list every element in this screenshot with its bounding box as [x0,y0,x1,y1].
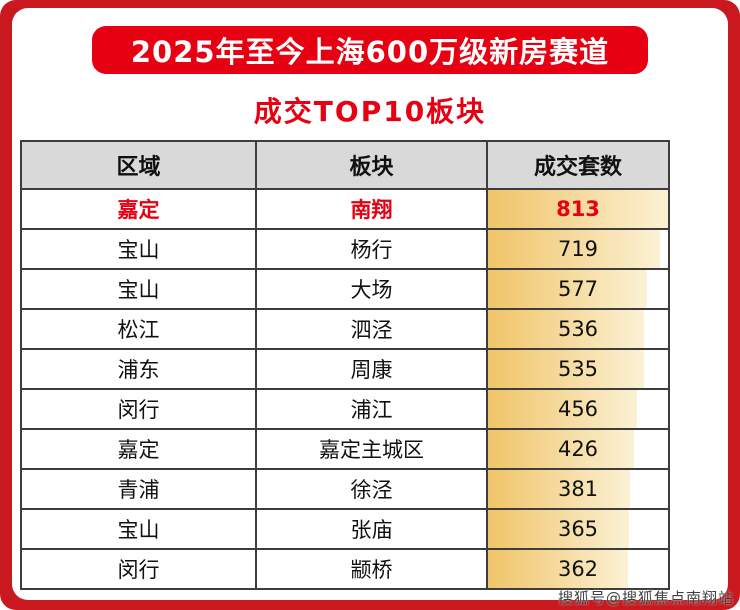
top10-table: 区域 板块 成交套数 嘉定 南翔 813 宝山 杨行 719 宝山 大场 577 松江 泗泾 536 浦… [20,140,670,590]
count-cell: 719 [486,228,670,270]
subtitle: 成交TOP10板块 [253,95,487,128]
col-header-count: 成交套数 [486,140,670,190]
count-cell: 536 [486,308,670,350]
table-row: 宝山 杨行 719 [20,228,670,270]
table-row: 松江 泗泾 536 [20,308,670,350]
sector-cell: 泗泾 [255,308,488,350]
region-cell: 青浦 [20,468,257,510]
count-cell: 381 [486,468,670,510]
value-bar [489,391,637,427]
sector-cell: 杨行 [255,228,488,270]
value-bar [489,551,629,587]
sector-cell: 徐泾 [255,468,488,510]
table-row: 嘉定 南翔 813 [20,188,670,230]
region-cell: 宝山 [20,268,257,310]
count-value: 381 [557,477,599,501]
sector-cell: 周康 [255,348,488,390]
table-row: 青浦 徐泾 381 [20,468,670,510]
table-row: 宝山 大场 577 [20,268,670,310]
count-cell: 535 [486,348,670,390]
sector-cell: 南翔 [255,188,488,230]
sector-cell: 大场 [255,268,488,310]
watermark: 搜狐号@搜狐焦点南翔站 [557,589,734,607]
count-value: 813 [556,197,600,221]
value-bar [489,311,644,347]
table-row: 闵行 颛桥 362 [20,548,670,590]
count-value: 536 [557,317,599,341]
value-bar [489,351,644,387]
sector-cell: 嘉定主城区 [255,428,488,470]
value-bar [489,191,667,227]
region-cell: 宝山 [20,508,257,550]
count-value: 362 [557,557,599,581]
table-row: 嘉定 嘉定主城区 426 [20,428,670,470]
value-bar [489,231,660,267]
count-cell: 362 [486,548,670,590]
region-cell: 浦东 [20,348,257,390]
value-bar [489,471,631,507]
region-cell: 闵行 [20,388,257,430]
region-cell: 闵行 [20,548,257,590]
content-card: 2025年至今上海600万级新房赛道 成交TOP10板块 区域 板块 成交套数 … [12,8,728,600]
region-cell: 宝山 [20,228,257,270]
region-cell: 松江 [20,308,257,350]
value-bar [489,271,648,307]
count-value: 577 [557,277,599,301]
col-header-region: 区域 [20,140,257,190]
count-cell: 365 [486,508,670,550]
col-header-sector: 板块 [255,140,488,190]
count-cell: 577 [486,268,670,310]
value-bar [489,431,635,467]
region-cell: 嘉定 [20,188,257,230]
count-value: 535 [557,357,599,381]
title-banner: 2025年至今上海600万级新房赛道 [92,26,648,74]
count-value: 719 [557,237,599,261]
table-row: 浦东 周康 535 [20,348,670,390]
count-value: 456 [557,397,599,421]
sector-cell: 浦江 [255,388,488,430]
count-value: 365 [557,517,599,541]
count-value: 426 [557,437,599,461]
table-header-row: 区域 板块 成交套数 [20,140,670,190]
count-cell: 426 [486,428,670,470]
value-bar [489,511,629,547]
sector-cell: 张庙 [255,508,488,550]
table-row: 宝山 张庙 365 [20,508,670,550]
banner-title: 2025年至今上海600万级新房赛道 [130,35,610,69]
sector-cell: 颛桥 [255,548,488,590]
count-cell: 456 [486,388,670,430]
count-cell: 813 [486,188,670,230]
region-cell: 嘉定 [20,428,257,470]
table-row: 闵行 浦江 456 [20,388,670,430]
